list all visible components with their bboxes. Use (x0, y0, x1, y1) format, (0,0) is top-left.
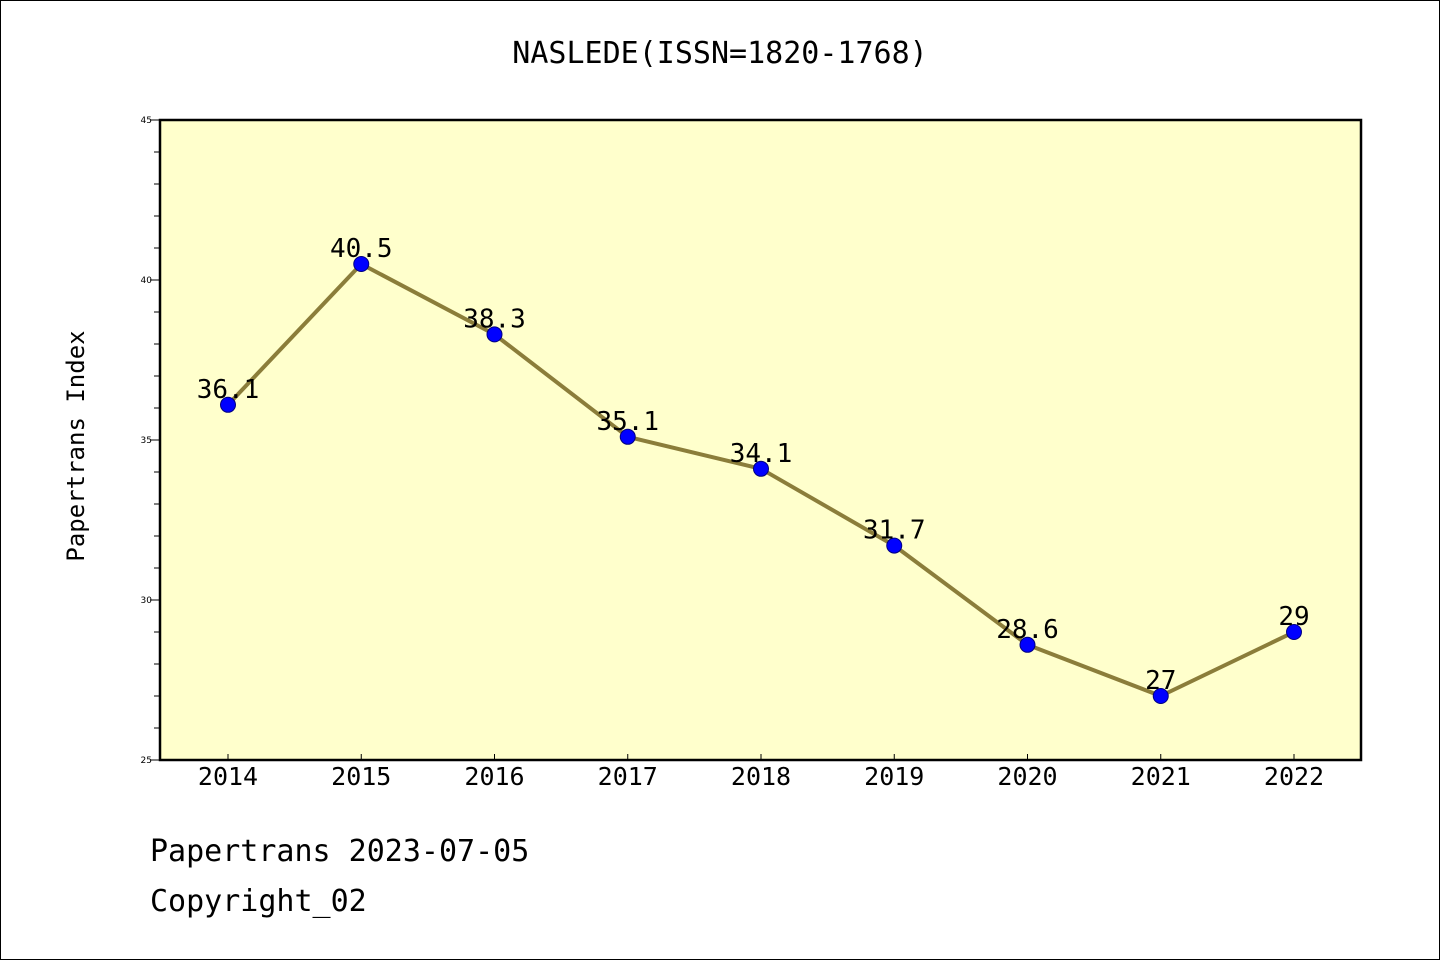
data-labels: 36.1 40.5 38.3 35.1 34.1 31.7 28.6 27 29 (197, 234, 1310, 696)
x-axis: 2014 2015 2016 2017 2018 2019 2020 2021 2022 (198, 754, 1324, 791)
footer-copyright: Copyright_02 (150, 884, 367, 919)
x-tick-label: 2022 (1264, 762, 1324, 791)
data-label: 38.3 (463, 304, 526, 334)
x-tick-label: 2016 (464, 762, 524, 791)
data-label: 35.1 (596, 407, 659, 437)
data-label: 40.5 (330, 234, 393, 264)
x-tick-label: 2014 (198, 762, 258, 791)
plot-area (158, 118, 1363, 762)
data-label: 29 (1278, 602, 1309, 632)
y-axis-label: Papertrans Index (62, 330, 90, 561)
data-point (220, 396, 236, 413)
data-label: 31.7 (863, 516, 926, 546)
x-tick-label: 2017 (598, 762, 658, 791)
data-label: 27 (1145, 666, 1176, 696)
y-tick-label: 35 (141, 436, 152, 446)
y-tick-label: 45 (141, 116, 152, 126)
chart-title: NASLEDE(ISSN=1820-1768) (512, 36, 928, 71)
y-tick-label: 30 (141, 596, 153, 606)
x-tick-label: 2018 (731, 762, 791, 791)
data-point (1286, 624, 1302, 640)
data-label: 34.1 (730, 439, 793, 469)
footer-date: Papertrans 2023-07-05 (150, 834, 530, 869)
data-point (886, 537, 903, 554)
data-point (353, 256, 370, 272)
data-point (486, 326, 503, 343)
data-point (1019, 636, 1036, 653)
y-tick-label: 40 (141, 276, 153, 286)
y-tick-label: 25 (141, 756, 152, 766)
x-tick-label: 2020 (997, 762, 1057, 791)
x-tick-label: 2015 (331, 762, 391, 791)
y-axis: 25 30 35 40 45 (141, 116, 160, 766)
data-label: 36.1 (197, 375, 260, 405)
x-tick-label: 2021 (1131, 762, 1191, 791)
series-layer (220, 256, 1302, 704)
x-tick-label: 2019 (864, 762, 924, 791)
data-point (753, 460, 769, 477)
data-label: 28.6 (996, 615, 1059, 645)
data-point (619, 428, 636, 445)
data-point (1152, 688, 1169, 704)
